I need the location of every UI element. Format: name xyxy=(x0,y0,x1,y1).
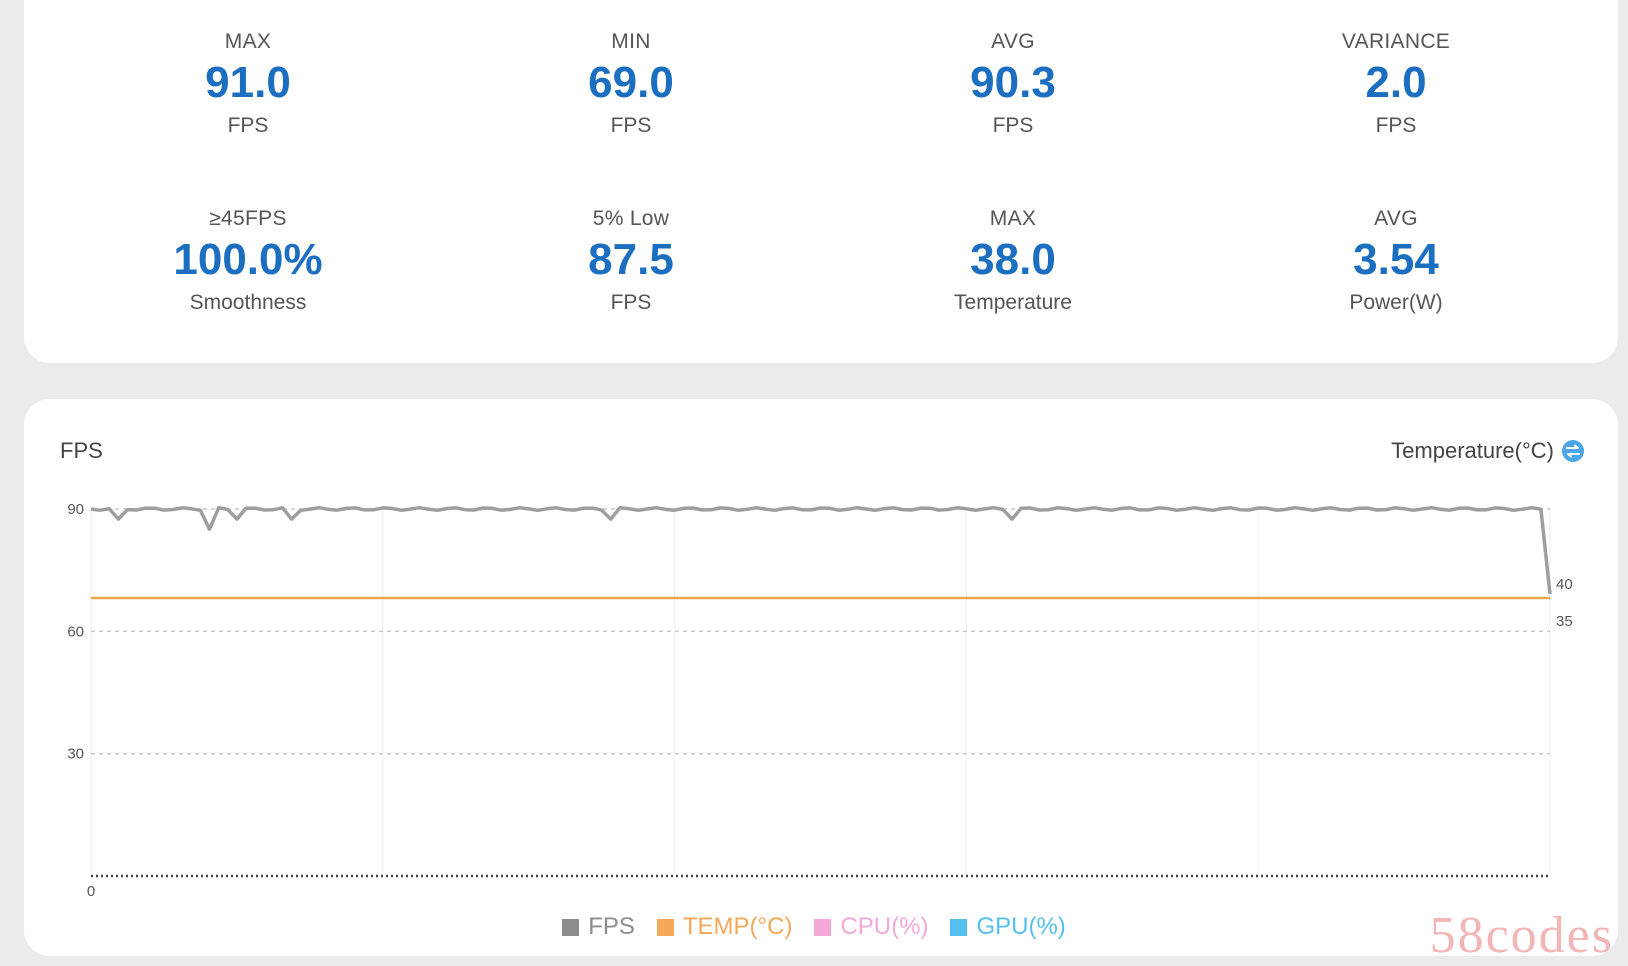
stat-unit: FPS xyxy=(1375,114,1417,137)
stat-value: 87.5 xyxy=(588,235,674,284)
legend-label: FPS xyxy=(588,913,635,940)
legend-swatch xyxy=(562,918,580,936)
stat-value: 2.0 xyxy=(1365,58,1427,107)
legend-item-cpu[interactable]: CPU(%) xyxy=(814,913,928,941)
legend-label: TEMP(°C) xyxy=(682,913,793,940)
y-tick-label: 60 xyxy=(67,623,84,640)
y-tick-label: 0 xyxy=(87,883,95,900)
y-right-tick-label: 35 xyxy=(1556,613,1573,630)
chart-card xyxy=(24,399,1618,956)
chart-legend: FPS TEMP(°C) CPU(%) GPU(%) xyxy=(0,913,1628,941)
stat-value: 3.54 xyxy=(1353,235,1439,284)
legend-label: CPU(%) xyxy=(840,913,929,940)
y-right-tick-label: 40 xyxy=(1556,576,1573,593)
fps-series-line xyxy=(90,505,1552,595)
legend-item-gpu[interactable]: GPU(%) xyxy=(950,913,1066,941)
y-tick-label: 30 xyxy=(67,746,84,763)
legend-swatch xyxy=(814,918,832,936)
stat-avg-power: AVG 3.54 Power(W) xyxy=(1206,207,1586,315)
stat-5pct-low: 5% Low 87.5 FPS xyxy=(441,207,821,315)
stat-unit: Power(W) xyxy=(1349,291,1443,314)
stat-value: 90.3 xyxy=(970,58,1056,107)
legend-swatch xyxy=(656,918,674,936)
legend-swatch xyxy=(950,918,968,936)
swap-vertical-icon[interactable] xyxy=(1561,439,1585,463)
stat-avg-fps: AVG 90.3 FPS xyxy=(823,30,1203,138)
stat-smoothness: ≥45FPS 100.0% Smoothness xyxy=(58,207,438,315)
stat-unit: FPS xyxy=(992,114,1034,137)
watermark: 58codes xyxy=(1429,907,1614,964)
stat-unit: FPS xyxy=(610,114,652,137)
legend-item-temp[interactable]: TEMP(°C) xyxy=(656,913,793,941)
stat-unit: Temperature xyxy=(954,291,1072,314)
chart-right-axis-title: Temperature(°C) xyxy=(1391,438,1554,463)
stat-label: AVG xyxy=(991,30,1035,53)
stat-value: 91.0 xyxy=(205,58,291,107)
stats-card xyxy=(24,0,1618,363)
legend-item-fps[interactable]: FPS xyxy=(562,913,635,941)
stat-min-fps: MIN 69.0 FPS xyxy=(441,30,821,138)
stat-label: MAX xyxy=(989,207,1037,230)
stat-label: ≥45FPS xyxy=(209,207,287,230)
stat-max-fps: MAX 91.0 FPS xyxy=(58,30,438,138)
stat-label: MIN xyxy=(611,30,651,53)
stat-label: VARIANCE xyxy=(1341,30,1451,53)
stat-label: 5% Low xyxy=(592,207,670,230)
stat-value: 38.0 xyxy=(970,235,1056,284)
y-tick-label: 90 xyxy=(67,501,84,518)
stat-variance: VARIANCE 2.0 FPS xyxy=(1206,30,1586,138)
stat-unit: Smoothness xyxy=(189,291,307,314)
stat-max-temperature: MAX 38.0 Temperature xyxy=(823,207,1203,315)
stat-value: 100.0% xyxy=(173,235,323,284)
legend-label: GPU(%) xyxy=(976,913,1066,940)
stat-value: 69.0 xyxy=(588,58,674,107)
stat-label: AVG xyxy=(1374,207,1418,230)
stat-unit: FPS xyxy=(227,114,269,137)
stat-unit: FPS xyxy=(610,291,652,314)
stat-label: MAX xyxy=(224,30,272,53)
chart-left-axis-title: FPS xyxy=(60,438,103,463)
